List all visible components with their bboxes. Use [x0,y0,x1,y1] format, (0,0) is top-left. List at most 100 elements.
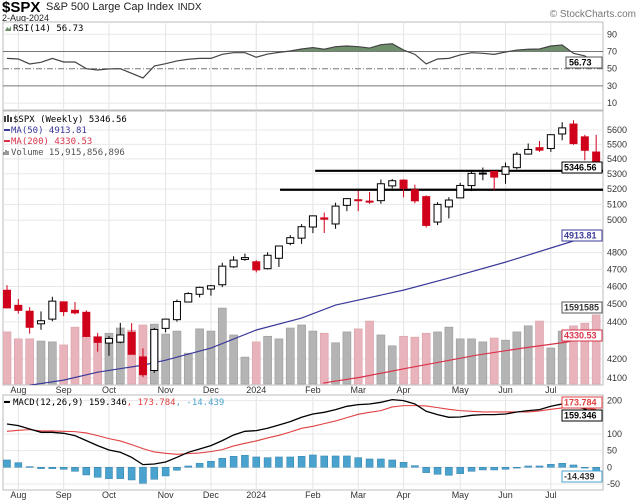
month-label-top: Feb [305,385,321,395]
macd-legend-signal: , 173.784 [127,398,176,408]
macd-histogram-bar [297,456,306,468]
candle-body [274,245,283,259]
candle [93,332,102,352]
macd-histogram-bar [467,467,476,472]
candle-body [297,226,306,239]
volume-bar [308,330,318,385]
exchange-label: INDX [177,2,202,13]
macd-histogram-bar [422,467,430,473]
candle-body [569,123,578,145]
macd-histogram-bar [150,467,159,480]
price-value-tag: 5346.56 [561,161,603,174]
candle [3,285,11,309]
price-tick-label: 5100 [607,199,627,209]
macd-histogram-bar [263,457,272,468]
candle-body [501,166,510,175]
candle [127,323,136,355]
candle-body [399,179,408,189]
candle-body [410,189,419,202]
volume-bar [297,324,306,385]
ma200-value-tag: 4330.53 [561,329,603,342]
volume-bar [580,322,590,385]
histogram-value-tag: -14.439 [561,470,603,483]
volume-bar [353,328,363,385]
price-tick-label: 5600 [607,125,627,135]
macd-histogram-bar [71,467,79,472]
ma200-legend-text: MA(200) 4330.53 [11,137,92,147]
month-label-bottom: Mar [350,490,366,500]
volume-bar [512,331,522,385]
ma50-value-tag-text: 4913.81 [564,231,597,241]
volume-bar [387,345,397,385]
price-tick-label: 4200 [607,354,627,364]
candle-body [184,293,193,303]
candle [240,253,249,261]
rsi-tick-label: 10 [607,98,617,108]
candle [512,152,521,170]
ma200-line [323,333,597,384]
price-tick-label: 5200 [607,184,627,194]
candle-body [161,318,170,329]
candle [456,182,465,199]
copyright-link[interactable]: © StockCharts.com [549,9,636,20]
volume-bar [467,338,476,385]
volume-bar [489,337,499,385]
candle-body [206,285,215,290]
volume-bar [59,344,68,385]
month-label-bottom: 2024 [246,490,266,500]
macd-histogram-bar [377,458,385,468]
gridlines [2,21,604,491]
macd-histogram-bar [581,467,589,469]
candle [399,179,408,198]
macd-histogram-bar [411,465,419,468]
macd-histogram-bar [59,467,68,470]
macd-histogram-bar [388,459,396,468]
candle [229,256,238,268]
macd-histogram-bar [218,458,227,468]
volume-bar [569,325,578,385]
rsi-tick-label: 70 [607,47,617,57]
rsi-tick-label: 50 [607,64,617,74]
volume-bar [104,332,114,385]
volume-value-tag: 1591585 [561,301,603,314]
candle-body [116,334,125,343]
candle-body [422,196,431,226]
candle [365,192,374,204]
macd-histogram-bar [535,465,544,468]
candle [467,169,476,192]
month-label-top: Nov [158,385,175,395]
candle [524,143,533,155]
candle-body [93,336,102,343]
price-tick-label: 4600 [607,281,627,291]
volume-bar [70,326,80,385]
candle-body [252,261,261,271]
candle-body [365,200,374,203]
candle [320,212,329,233]
ma50-legend-text: MA(50) 4913.81 [11,126,87,136]
candle-body [150,328,159,371]
candle [490,170,499,191]
candle-body [342,198,351,206]
candle-body [467,172,476,187]
macd-panel [3,398,600,484]
macd-tick-label: 0 [607,462,612,472]
volume-bar [25,338,34,385]
candle [14,299,23,314]
macd-legend: MACD(12,26,9) 159.346, 173.784, -14.439 [4,398,224,408]
macd-histogram-bar [82,467,91,476]
volume-bar [591,314,601,385]
candle-body [70,309,79,314]
volume-bar [455,338,465,385]
candle-body [104,337,113,344]
macd-legend-macd: MACD(12,26,9) 159.346 [13,398,127,408]
macd-line [6,398,597,466]
macd-histogram-bar [320,455,328,468]
volume-bar [478,341,488,385]
macd-histogram-bar [48,467,57,469]
value-tags: 56.73 5346.56 4913.81 1591585 4330.53 17… [561,56,603,483]
axes: Aug Aug Sep Sep Oct Oct Nov Nov Dec Dec 2024 2024 Fe… [10,29,627,500]
volume-bar [183,352,193,385]
rsi-legend-text: RSI(14) 56.73 [13,24,83,34]
volume-bar [535,320,544,385]
